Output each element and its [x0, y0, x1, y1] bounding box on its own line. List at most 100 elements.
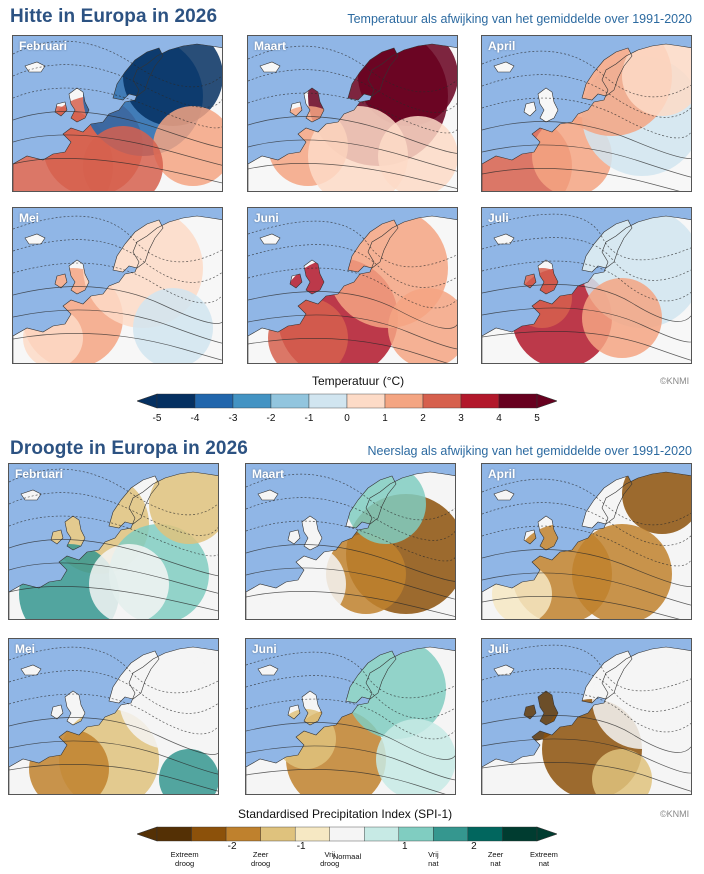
anomaly-region: [276, 709, 336, 769]
isoline: [248, 139, 457, 172]
coastline: [347, 47, 399, 101]
coastline: [301, 515, 323, 551]
isoline: [248, 45, 457, 93]
map-layer: [482, 43, 691, 191]
isoline: [482, 284, 691, 322]
map-layer: [248, 215, 457, 363]
map-layer: [482, 213, 691, 363]
coastline: [54, 101, 68, 117]
coastline: [537, 690, 559, 726]
coastline: [523, 704, 537, 720]
coastline: [9, 646, 218, 794]
colorbar-segment: [232, 393, 272, 409]
drought-colorbar-tick: -2: [227, 841, 237, 852]
panel-month-label: Mei: [19, 211, 40, 225]
drought-colorbar-tick: -1: [296, 841, 306, 852]
coastline: [289, 273, 303, 289]
coastline: [523, 273, 537, 289]
coastline: [537, 515, 559, 551]
coastline: [493, 61, 515, 73]
isoline: [246, 567, 455, 600]
heat-colorbar-tick: 2: [420, 413, 426, 424]
coastline: [108, 475, 160, 529]
isoline: [13, 215, 222, 263]
drought-map-februari: Februari: [8, 463, 219, 620]
colorbar-segment: [260, 826, 296, 842]
heat-map-mei: Mei: [12, 207, 223, 364]
anomaly-region: [153, 106, 222, 186]
coastline: [537, 87, 559, 123]
colorbar-segment: [364, 826, 400, 842]
isoline: [482, 691, 691, 733]
heat-colorbar-tick: 0: [344, 413, 350, 424]
coastline: [581, 219, 633, 273]
coastline: [493, 489, 515, 501]
coastline: [259, 61, 281, 73]
anomaly-region: [133, 288, 213, 363]
heat-colorbar-tick: 1: [382, 413, 388, 424]
isoline: [482, 168, 680, 191]
isoline: [248, 163, 457, 189]
anomaly-region: [346, 647, 446, 739]
heat-map-svg: [482, 43, 691, 191]
anomaly-region: [308, 106, 408, 191]
coastline: [13, 215, 222, 363]
panel-month-label: Februari: [19, 39, 68, 53]
isoline: [248, 116, 457, 154]
isoline: [246, 591, 455, 617]
coastline: [13, 43, 222, 191]
heat-map-svg: [13, 215, 222, 363]
drought-subtitle: Neerslag als afwijking van het gemiddeld…: [367, 444, 692, 458]
isoline: [482, 644, 691, 692]
isoline: [482, 572, 691, 606]
isoline: [246, 698, 455, 740]
drought-map-mei: Mei: [8, 638, 219, 795]
isoline: [9, 764, 218, 792]
isoline: [9, 670, 218, 714]
coastline: [523, 529, 537, 545]
isoline: [9, 740, 218, 775]
isoline: [482, 549, 691, 587]
coastline: [112, 219, 164, 273]
coastline: [482, 646, 691, 794]
anomaly-region: [572, 524, 672, 619]
colorbar-segment: [294, 826, 330, 842]
panel-month-label: Juli: [488, 642, 509, 656]
colorbar-segment: [156, 393, 196, 409]
isoline: [248, 244, 457, 288]
isoline: [482, 237, 691, 281]
heat-map-maart: Maart: [247, 35, 458, 192]
coastline: [523, 101, 537, 117]
panel-month-label: Juli: [488, 211, 509, 225]
coastline: [248, 43, 457, 191]
isoline: [482, 307, 691, 343]
isoline: [482, 502, 691, 546]
isoline: [246, 745, 455, 781]
land-field: [9, 647, 218, 794]
anomaly-region: [388, 288, 457, 363]
panel-month-label: April: [488, 467, 516, 481]
panel-month-label: April: [488, 39, 516, 53]
isoline: [482, 213, 691, 261]
colorbar-extend-low: [137, 826, 158, 842]
panel-month-label: Maart: [254, 39, 287, 53]
coastline: [64, 515, 86, 551]
isoline: [9, 539, 218, 577]
coastline: [581, 475, 633, 529]
heat-colorbar-tick: 5: [534, 413, 540, 424]
isoline: [482, 525, 691, 567]
colorbar-segment: [460, 393, 500, 409]
drought-credit: ©KNMI: [660, 809, 690, 819]
land-field: [13, 216, 222, 363]
isoline: [248, 291, 457, 329]
isoline: [482, 121, 691, 159]
heat-colorbar-tick: -4: [190, 413, 200, 424]
anomaly-region: [89, 544, 169, 619]
coastline: [345, 475, 397, 529]
isoline: [246, 769, 446, 794]
drought-map-svg: [482, 471, 691, 619]
coastline: [50, 529, 64, 545]
isoline: [246, 675, 455, 719]
heat-colorbar-tick: -2: [266, 413, 276, 424]
isoline: [9, 693, 218, 735]
